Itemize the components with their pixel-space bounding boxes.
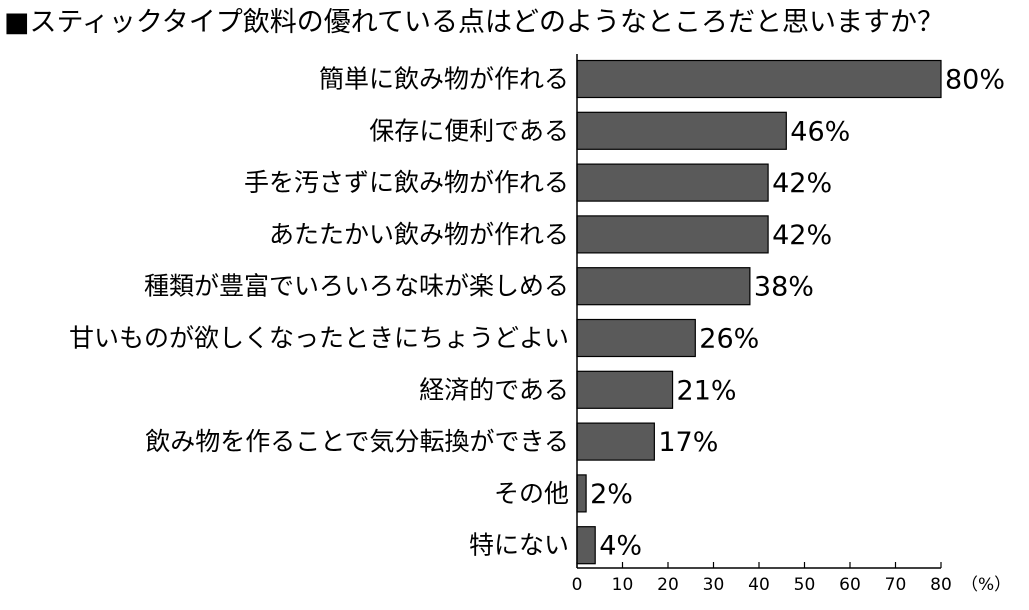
value-label-8: 2% [590, 479, 633, 510]
category-label-2: 手を汚さずに飲み物が作れる [244, 168, 569, 197]
value-label-9: 4% [599, 531, 642, 562]
bar-8 [576, 474, 587, 513]
bars-group [576, 59, 942, 565]
bar-2 [576, 163, 769, 202]
bar-7 [576, 422, 655, 461]
category-label-6: 経済的である [419, 375, 569, 404]
value-label-4: 38% [754, 272, 814, 303]
x-tick-label-1: 10 [612, 575, 634, 595]
category-label-4: 種類が豊富でいろいろな味が楽しめる [144, 272, 569, 301]
value-label-3: 42% [772, 220, 832, 251]
value-label-2: 42% [772, 168, 832, 199]
value-labels-group: 80% 46% 42% 42% 38% 26% 21% 17% 2% 4% [590, 65, 1005, 562]
x-tick-label-7: 70 [885, 575, 907, 595]
x-unit-label: （%） [961, 575, 1011, 595]
bar-6 [576, 370, 674, 409]
chart-title: ■スティックタイプ飲料の優れている点はどのようなところだと思いますか？ [4, 7, 944, 38]
category-label-1: 保存に便利である [369, 116, 569, 145]
x-tick-label-0: 0 [572, 575, 583, 595]
category-label-8: その他 [494, 479, 569, 508]
value-label-5: 26% [699, 324, 759, 355]
bar-3 [576, 215, 769, 254]
x-tick-label-2: 20 [657, 575, 679, 595]
x-tick-label-3: 30 [703, 575, 725, 595]
bar-1 [576, 111, 787, 150]
category-label-3: あたたかい飲み物が作れる [269, 220, 569, 249]
bar-0 [576, 59, 942, 99]
value-label-1: 46% [790, 116, 850, 147]
category-label-5: 甘いものが欲しくなったときにちょうどよい [69, 324, 569, 353]
bar-4 [576, 267, 751, 306]
category-label-7: 飲み物を作ることで気分転換ができる [145, 427, 569, 456]
x-axis: 0 10 20 30 40 50 60 70 80 （%） [572, 54, 1011, 595]
x-tick-label-4: 40 [748, 575, 770, 595]
x-tick-label-8: 80 [930, 575, 952, 595]
x-tick-label-5: 50 [794, 575, 816, 595]
category-label-0: 簡単に飲み物が作れる [319, 65, 569, 94]
category-label-9: 特にない [469, 531, 569, 560]
value-label-6: 21% [677, 375, 737, 406]
x-tick-label-6: 60 [839, 575, 861, 595]
category-labels-group: 簡単に飲み物が作れる保存に便利である手を汚さずに飲み物が作れるあたたかい飲み物が… [69, 65, 569, 560]
value-label-7: 17% [658, 427, 718, 458]
value-label-0: 80% [945, 65, 1005, 96]
bar-5 [576, 318, 696, 358]
bar-9 [576, 526, 596, 565]
